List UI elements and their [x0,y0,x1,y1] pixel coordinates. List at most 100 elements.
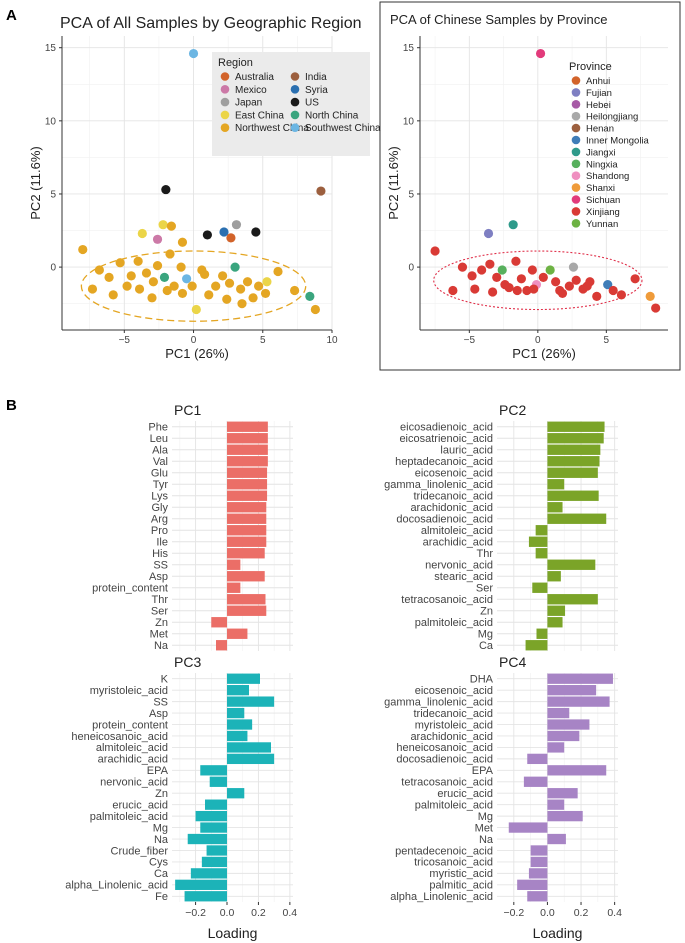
data-point [571,275,581,285]
legend-label: Syria [305,85,328,96]
legend-key [290,123,300,132]
bar [535,525,548,536]
confidence-ellipse [433,250,643,311]
x-tick-label: 0 [535,335,541,346]
x-tick-label: 0.0 [540,907,555,919]
legend-label: Jiangxi [586,147,616,158]
data-point [592,291,602,301]
bar-chart-3: PC2 eicosadienoic_acideicosatrienoic_acid… [384,402,618,652]
data-point [497,265,507,275]
data-point [555,285,565,296]
bar [227,433,268,444]
data-point [310,304,320,315]
bar [547,444,601,455]
bar-chart-5: PC4 DHAeicosenoic_acidgamma_linolenic_aci… [384,654,622,941]
bar [547,502,563,513]
data-point [219,227,229,237]
y-axis-title: PC2 (11.6%) [386,146,401,219]
bar [201,856,227,868]
category-label: Mg [478,629,493,641]
chart-title: PCA of All Samples by Geographic Region [60,15,362,32]
data-point [133,256,143,266]
bar [547,513,607,524]
category-label: Thr [152,594,169,606]
bar [227,571,265,582]
category-label: Ca [154,868,169,880]
bar [547,605,566,616]
data-point [248,293,258,303]
bar [547,559,596,570]
category-label: pentadecenoic_acid [395,845,493,857]
data-point [457,262,468,272]
legend-key [571,219,581,228]
data-point [122,281,132,291]
x-tick-label: −5 [119,335,131,346]
data-point [162,285,172,296]
data-point [512,285,522,296]
legend-label: Ningxia [586,159,618,170]
x-axis-title: PC1 (26%) [165,346,229,361]
category-label: gamma_linolenic_acid [384,696,493,708]
legend-label: Xinjiang [586,207,620,218]
bar [184,891,227,902]
bar [227,696,275,707]
category-label: Zn [155,788,168,800]
bar [227,594,266,605]
x-tick-label: 10 [326,335,338,346]
category-label: Asp [149,571,168,583]
legend-label: Australia [235,72,274,83]
category-label: protein_content [92,719,168,731]
category-label: eicosadienoic_acid [400,422,493,434]
category-label: Thr [477,548,494,560]
bar-panel-title: PC1 [174,402,201,418]
category-label: eicosenoic_acid [415,468,493,480]
x-tick-label: 0.0 [220,907,235,919]
legend-label: Inner Mongolia [586,136,650,147]
x-tick-label: −0.2 [185,907,206,919]
data-point [177,288,188,299]
category-label: palmitic_acid [429,880,493,892]
y-tick-label: 0 [408,263,414,274]
category-label: His [152,548,168,560]
legend-label: Southwest China [305,123,381,134]
bar [547,765,607,776]
category-label: palmitoleic_acid [415,799,493,811]
data-point [254,281,264,291]
bar [227,467,268,478]
data-point [508,220,518,230]
legend-key [571,147,581,157]
bar [508,822,548,833]
bar [532,582,548,593]
legend-key [571,207,581,216]
bar [547,799,565,810]
bar [205,799,227,810]
bar [227,536,267,547]
bar [547,490,599,501]
category-label: nervonic_acid [425,560,493,572]
data-point [165,249,175,259]
category-label: EPA [472,765,494,777]
data-point [78,244,88,255]
y-tick-label: 10 [45,116,57,127]
x-tick-label: 5 [260,335,266,346]
category-label: Pro [151,525,168,537]
data-point [182,274,192,284]
bar [528,536,548,547]
category-label: Val [153,456,168,468]
bar [227,444,268,455]
bar-chart-4: PC3 Kmyristoleic_acidSSAspprotein_content… [65,654,297,941]
bar [227,753,275,765]
category-label: Mg [478,811,493,823]
category-label: alpha_Linolenic_acid [65,880,168,892]
category-label: alpha_Linolenic_acid [390,891,493,903]
bar [227,490,268,501]
category-label: Leu [150,433,168,445]
legend-label: Mexico [235,85,267,96]
category-label: Mg [153,822,168,834]
legend-label: Hebei [586,100,611,111]
data-point [204,290,214,300]
category-label: nervonic_acid [100,777,168,789]
data-point [231,220,242,230]
data-point [492,272,502,282]
